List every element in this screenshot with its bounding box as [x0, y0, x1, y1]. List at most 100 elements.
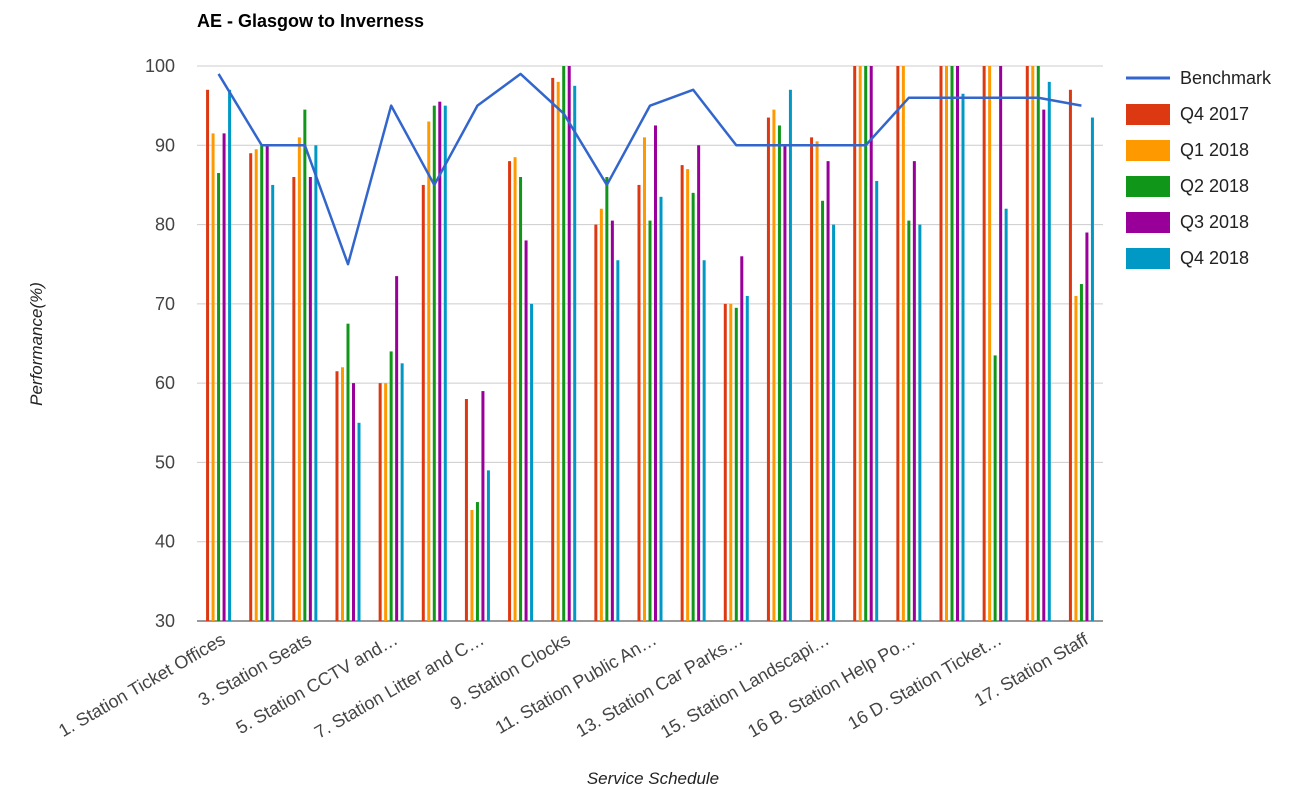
bar — [956, 66, 959, 621]
bar — [378, 383, 382, 621]
bar — [697, 145, 701, 622]
bar — [993, 355, 997, 621]
bar — [357, 422, 361, 621]
y-axis-ticks: 30 40 50 60 70 80 90 100 — [145, 56, 175, 631]
bar — [815, 141, 819, 622]
legend-label: Q4 2018 — [1180, 248, 1249, 268]
legend-swatch — [1126, 140, 1170, 161]
bar — [475, 502, 479, 621]
bar — [481, 391, 485, 621]
bar — [271, 184, 275, 621]
bar — [810, 137, 814, 621]
bar — [1004, 208, 1008, 621]
bar — [1047, 81, 1051, 622]
bar — [556, 81, 560, 622]
bar — [875, 180, 879, 621]
bar — [637, 184, 641, 621]
bar — [335, 371, 339, 621]
legend-label: Benchmark — [1180, 68, 1272, 88]
legend-swatch — [1126, 248, 1170, 269]
bar — [513, 157, 517, 621]
legend: Benchmark Q4 2017 Q1 2018 Q2 2018 Q3 2018 Q4 … — [1126, 68, 1272, 269]
bar — [832, 224, 836, 622]
bar — [421, 184, 425, 621]
y-tick-label: 100 — [145, 56, 175, 76]
bar — [740, 256, 744, 621]
bar — [680, 165, 684, 621]
bar — [783, 145, 787, 622]
bar — [826, 161, 830, 621]
bar — [352, 383, 355, 621]
y-tick-label: 90 — [155, 135, 175, 155]
bar — [292, 177, 296, 621]
bar — [702, 260, 706, 621]
bar — [297, 137, 301, 621]
bar — [389, 351, 393, 621]
bar — [432, 105, 436, 621]
bar — [950, 66, 954, 621]
bar — [745, 295, 749, 621]
bar — [858, 66, 862, 621]
bar — [1074, 295, 1078, 621]
bar — [766, 117, 770, 622]
bar — [519, 177, 523, 621]
y-tick-label: 40 — [155, 532, 175, 552]
bar — [918, 224, 922, 622]
bar — [222, 133, 226, 621]
benchmark-line-layer — [217, 72, 1082, 266]
legend-label: Q1 2018 — [1180, 140, 1249, 160]
y-tick-label: 60 — [155, 373, 175, 393]
bar — [999, 66, 1003, 621]
legend-label: Q4 2017 — [1180, 104, 1249, 124]
bar — [254, 149, 258, 621]
bar — [427, 121, 431, 621]
bar — [788, 89, 792, 622]
bar — [1068, 89, 1072, 622]
bar — [1042, 109, 1046, 621]
bar — [470, 510, 474, 621]
bar — [1031, 66, 1035, 621]
bar — [594, 224, 598, 622]
bar — [723, 303, 727, 621]
bar — [729, 303, 733, 621]
bar — [654, 125, 657, 621]
y-tick-label: 70 — [155, 294, 175, 314]
bar — [395, 276, 399, 621]
bar — [211, 133, 215, 621]
bar — [734, 307, 738, 621]
legend-label: Q2 2018 — [1180, 176, 1249, 196]
bar — [659, 196, 663, 622]
bar — [907, 220, 911, 621]
bars — [206, 66, 1094, 622]
bar — [599, 208, 603, 621]
y-tick-label: 80 — [155, 215, 175, 235]
bar — [610, 220, 614, 621]
bar — [384, 383, 388, 621]
bar — [303, 109, 307, 621]
x-tick-label: 1. Station Ticket Offices — [55, 629, 228, 741]
bar — [341, 367, 344, 621]
bar — [648, 220, 652, 621]
legend-label: Q3 2018 — [1180, 212, 1249, 232]
bar — [265, 145, 269, 622]
bar — [524, 240, 528, 621]
bar — [217, 173, 221, 622]
bar — [939, 66, 943, 621]
bar — [864, 66, 868, 621]
bar — [821, 200, 825, 622]
x-tick-label: 16 D. Station Ticket… — [844, 629, 1005, 733]
bar — [249, 153, 253, 621]
y-tick-label: 50 — [155, 452, 175, 472]
legend-swatch — [1126, 212, 1170, 233]
bar — [1025, 66, 1029, 621]
bar — [530, 303, 534, 621]
x-axis-title: Service Schedule — [587, 769, 719, 788]
bar — [772, 109, 776, 621]
bar — [438, 101, 442, 621]
bar — [691, 192, 695, 621]
bar — [869, 66, 873, 621]
bar — [961, 93, 965, 621]
bar — [464, 399, 468, 621]
